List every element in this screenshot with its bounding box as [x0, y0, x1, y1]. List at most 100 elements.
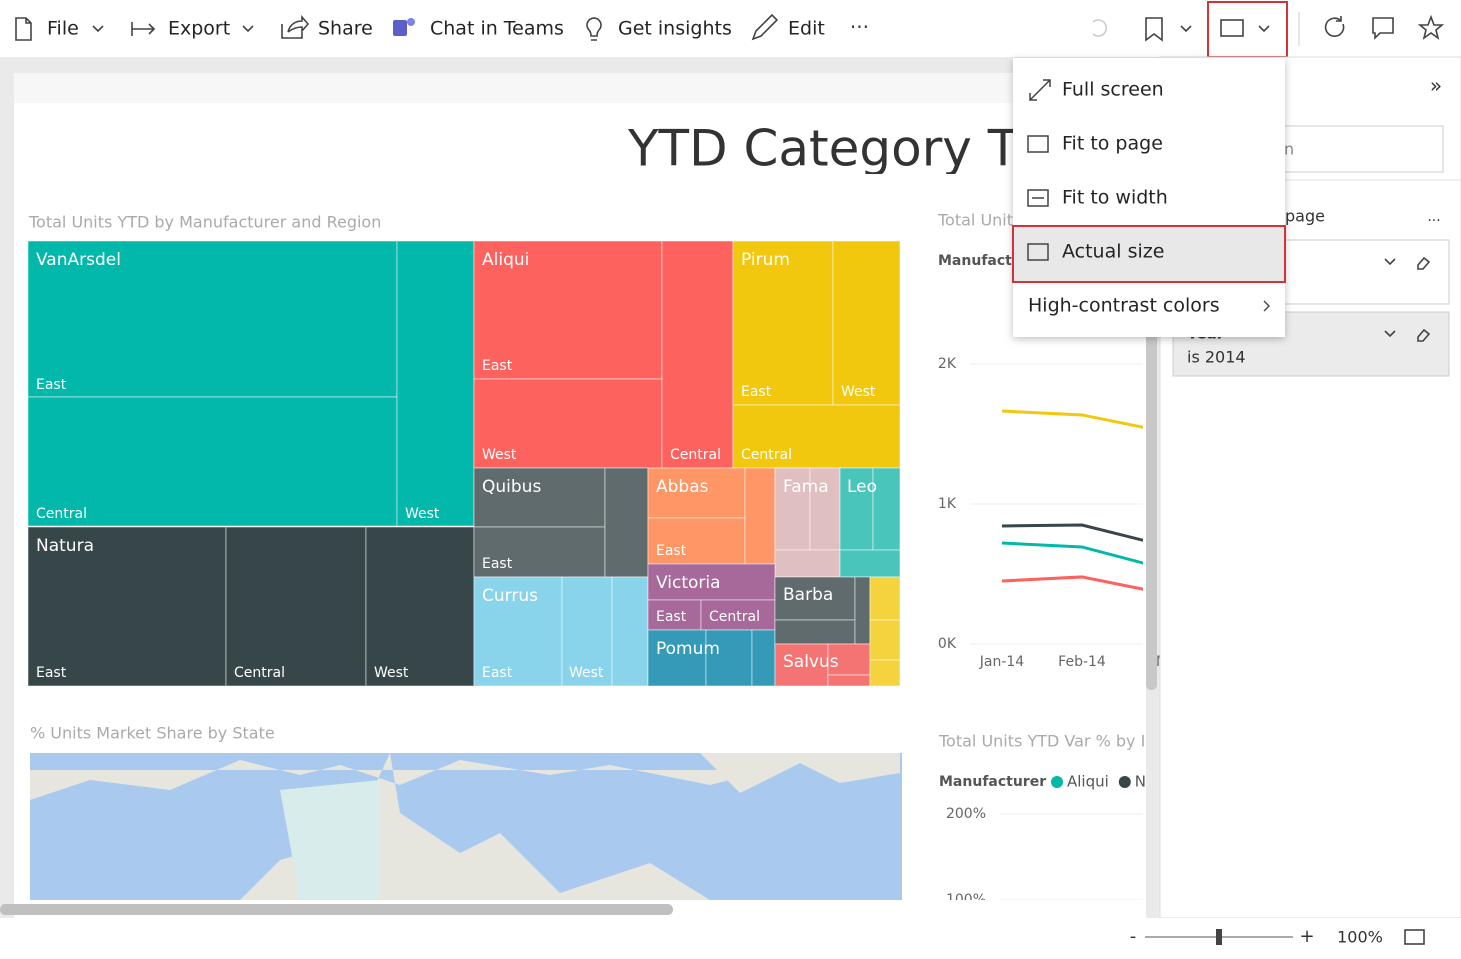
- edit-button[interactable]: Edit: [788, 18, 825, 40]
- horizontal-scrollbar[interactable]: [0, 904, 673, 915]
- line-series: [1001, 541, 1143, 565]
- treemap-tile: [473, 467, 606, 528]
- y-tick-label: 2K: [938, 356, 957, 372]
- map-title: % Units Market Share by State: [30, 724, 275, 743]
- menu-item[interactable]: Full screen: [1062, 79, 1164, 101]
- zoom-thumb[interactable]: [1216, 929, 1222, 945]
- filter-more[interactable]: ...: [1427, 209, 1440, 225]
- treemap-label: East: [482, 358, 513, 374]
- refresh-icon[interactable]: [1324, 16, 1345, 37]
- treemap-tile: [872, 467, 901, 551]
- treemap-label: Quibus: [482, 477, 541, 497]
- treemap-label: Abbas: [656, 477, 709, 497]
- view-button[interactable]: [1220, 19, 1244, 37]
- treemap-tile: [647, 467, 746, 519]
- treemap-tile: [854, 576, 871, 645]
- bookmark-icon[interactable]: [1145, 17, 1163, 42]
- treemap-tile: [647, 563, 776, 601]
- treemap-tile: [604, 467, 649, 578]
- insights-button[interactable]: Get insights: [618, 18, 732, 40]
- share-icon: [281, 14, 310, 39]
- menu-icon: [1027, 135, 1049, 153]
- zoom-out[interactable]: -: [1130, 926, 1137, 947]
- treemap-label: East: [741, 384, 772, 400]
- treemap-tile: [661, 240, 734, 469]
- legend-label: Aliqui: [1067, 773, 1109, 791]
- export-icon: [131, 22, 156, 36]
- treemap-label: Barba: [783, 585, 833, 605]
- menu-item[interactable]: Fit to page: [1062, 133, 1163, 155]
- undo-icon: [1092, 19, 1108, 37]
- map-land: [280, 780, 380, 900]
- toolbar: [0, 0, 1461, 57]
- treemap-label: East: [482, 556, 513, 572]
- treemap-label: Currus: [482, 586, 538, 606]
- line-chart-title: Total Unit: [937, 211, 1013, 230]
- treemap-tile: [27, 240, 398, 398]
- treemap-title: Total Units YTD by Manufacturer and Regi…: [28, 213, 381, 232]
- treemap-tile: [839, 549, 901, 578]
- y-tick-label: 100%: [946, 892, 986, 908]
- insights-icon: [586, 17, 602, 41]
- chevron: [242, 25, 254, 33]
- treemap-label: Central: [670, 447, 721, 463]
- treemap-label: Central: [36, 506, 87, 522]
- teams-button[interactable]: Chat in Teams: [430, 18, 564, 40]
- treemap-tile: [647, 629, 707, 687]
- line-series: [1001, 575, 1143, 591]
- menu-highlight: [1012, 225, 1286, 283]
- treemap-label: West: [374, 665, 409, 681]
- treemap-label: Aliqui: [482, 250, 529, 270]
- x-tick-label: Jan-14: [979, 654, 1025, 670]
- treemap-tile: [473, 240, 663, 380]
- favorite-icon[interactable]: [1417, 14, 1445, 40]
- treemap-tile: [732, 240, 834, 406]
- comment-icon[interactable]: [1372, 17, 1394, 40]
- menu-icon: [1027, 243, 1049, 261]
- filter-value: is 2014: [1187, 348, 1246, 367]
- treemap-label: East: [656, 609, 687, 625]
- treemap-tile: [839, 467, 874, 551]
- export-button[interactable]: Export: [168, 18, 230, 40]
- treemap-label: Victoria: [656, 573, 721, 593]
- more-button[interactable]: ⋯: [850, 16, 869, 38]
- treemap-label: East: [656, 543, 687, 559]
- card-icons: [1384, 256, 1431, 270]
- chevron: [92, 25, 104, 33]
- card-icons: [1384, 328, 1431, 342]
- treemap-tile: [700, 599, 776, 631]
- line-series: [1001, 523, 1143, 542]
- treemap-tile: [827, 643, 871, 676]
- treemap-label: Central: [709, 609, 760, 625]
- treemap-tile: [705, 629, 753, 687]
- treemap-label: Central: [741, 447, 792, 463]
- treemap-tile: [473, 526, 606, 578]
- file-button[interactable]: File: [47, 18, 79, 40]
- treemap-label: East: [36, 377, 67, 393]
- treemap-label: Natura: [36, 536, 94, 556]
- x-tick-label: Feb-14: [1058, 654, 1106, 670]
- fit-page-button[interactable]: [1404, 929, 1425, 945]
- treemap-tile: [396, 240, 475, 527]
- treemap-tile: [832, 240, 901, 406]
- treemap-label: Fama: [783, 477, 829, 497]
- map-land: [30, 753, 900, 900]
- treemap-tile: [647, 599, 702, 631]
- menu-item[interactable]: Actual size: [1062, 241, 1164, 263]
- share-button[interactable]: Share: [318, 18, 373, 40]
- treemap-tile: [732, 404, 901, 469]
- canvas-header: [14, 73, 1146, 103]
- menu-item[interactable]: High-contrast colors: [1028, 295, 1220, 317]
- y-tick-label: 200%: [946, 806, 986, 822]
- collapse-button[interactable]: »: [1430, 74, 1442, 98]
- zoom-in[interactable]: +: [1299, 926, 1314, 947]
- menu-item[interactable]: Fit to width: [1062, 187, 1168, 209]
- var-chart-title: Total Units YTD Var % by I: [938, 732, 1145, 751]
- treemap-tile: [869, 576, 901, 621]
- treemap-tile: [473, 576, 563, 687]
- treemap-tile: [751, 629, 776, 687]
- var-chart: Aliqui N 200% 100%: [946, 773, 1146, 908]
- chevron: [1258, 25, 1270, 33]
